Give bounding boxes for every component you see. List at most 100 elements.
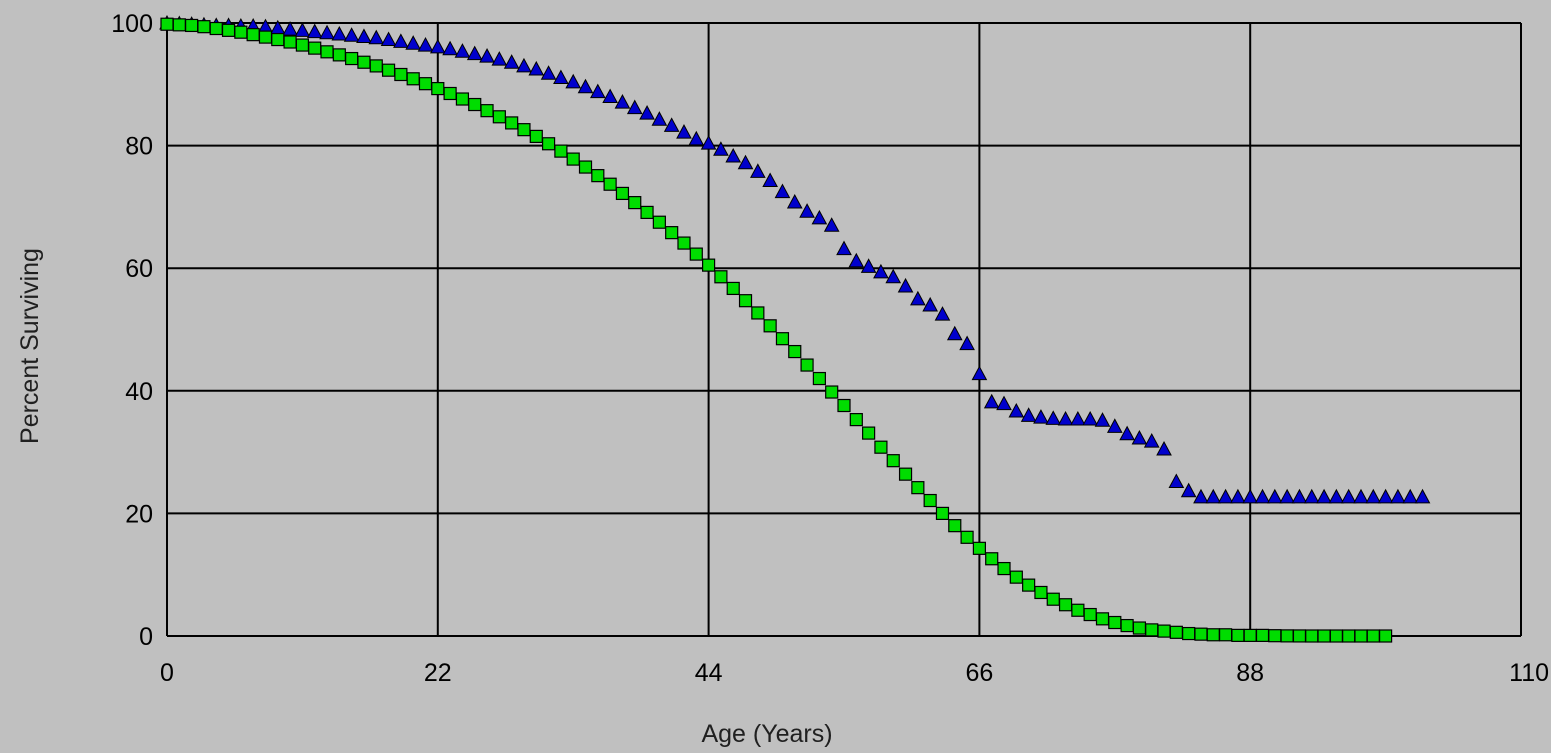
square-point: [357, 55, 371, 69]
square-point: [1243, 628, 1257, 642]
triangle-point: [885, 268, 902, 284]
square-point: [1231, 628, 1245, 642]
square-point: [972, 541, 987, 555]
square-point: [1268, 629, 1282, 643]
square-point: [788, 344, 802, 359]
square-point: [566, 152, 580, 166]
square-point: [381, 63, 396, 77]
y-tick-label: 0: [139, 623, 153, 651]
square-point: [1292, 629, 1307, 643]
square-point: [554, 144, 568, 158]
triangle-point: [1353, 488, 1369, 504]
square-point: [689, 247, 703, 261]
triangle-point: [1279, 488, 1295, 504]
triangle-point: [848, 252, 865, 268]
square-point: [1182, 626, 1196, 641]
square-point: [541, 137, 556, 151]
square-point: [763, 319, 777, 333]
triangle-point: [836, 240, 852, 256]
triangle-point: [676, 124, 692, 139]
square-point: [234, 25, 248, 39]
triangle-point: [700, 135, 717, 150]
triangle-point: [479, 48, 495, 63]
triangle-point: [910, 290, 926, 306]
square-point: [1132, 621, 1147, 635]
square-point: [714, 270, 728, 284]
square-point: [812, 371, 826, 386]
triangle-point: [589, 83, 606, 99]
square-point: [345, 51, 359, 66]
square-point: [160, 17, 174, 31]
triangle-point: [1082, 410, 1099, 426]
triangle-point: [1266, 488, 1283, 504]
square-point: [1354, 629, 1368, 643]
square-point: [185, 18, 199, 33]
triangle-point: [602, 88, 618, 104]
x-tick-label: 0: [160, 659, 174, 687]
triangle-point: [1143, 433, 1160, 448]
triangle-point: [737, 154, 754, 170]
triangle-point: [368, 29, 385, 45]
square-point: [726, 281, 740, 296]
x-tick-label: 110: [1509, 659, 1549, 687]
square-point: [308, 41, 322, 55]
square-point: [1046, 592, 1060, 606]
square-point: [271, 32, 285, 47]
triangle-point: [651, 111, 668, 126]
square-point: [935, 506, 950, 520]
y-tick-label: 40: [125, 378, 153, 406]
square-point: [849, 413, 863, 427]
triangle-point: [577, 78, 594, 94]
y-tick-label: 80: [125, 133, 153, 161]
square-point: [825, 385, 839, 399]
triangle-point: [749, 163, 766, 178]
tick-labels: 0 22 44 66 88 110 0 20 40 60 80 100: [111, 10, 1549, 687]
triangle-point: [1057, 410, 1074, 426]
triangle-point: [405, 35, 422, 50]
triangle-point: [934, 306, 951, 321]
square-point: [923, 493, 937, 508]
square-point: [628, 196, 642, 210]
triangle-point: [1131, 429, 1148, 445]
square-point: [985, 552, 999, 566]
triangle-point: [1119, 425, 1135, 441]
triangle-point: [565, 73, 582, 89]
triangle-point: [503, 54, 520, 69]
square-point: [283, 35, 297, 49]
square-point: [480, 104, 494, 118]
triangle-point: [1217, 488, 1234, 504]
triangle-point: [1414, 488, 1431, 504]
square-point: [1342, 629, 1356, 643]
square-point: [874, 440, 888, 454]
triangle-point: [946, 325, 963, 341]
square-point: [1194, 627, 1208, 641]
square-point: [911, 481, 925, 495]
square-point: [197, 20, 211, 34]
triangle-point: [1033, 409, 1049, 424]
triangle-point: [1365, 488, 1382, 504]
triangle-point: [1020, 407, 1037, 422]
square-point: [295, 38, 309, 52]
square-point: [221, 23, 236, 37]
triangle-point: [1402, 488, 1419, 504]
square-point: [1305, 629, 1319, 643]
triangle-point: [491, 51, 508, 66]
triangle-point: [1045, 410, 1062, 425]
triangle-point: [639, 105, 655, 120]
square-point: [505, 116, 519, 130]
triangle-point: [516, 57, 532, 73]
x-tick-label: 66: [965, 659, 993, 687]
triangle-point: [1303, 488, 1320, 504]
square-point: [701, 258, 716, 272]
triangle-point: [466, 45, 483, 61]
square-point: [492, 110, 506, 124]
square-point: [948, 519, 962, 533]
square-point: [652, 215, 666, 229]
triangle-point: [897, 277, 914, 293]
triangle-point: [713, 141, 729, 156]
square-point: [738, 294, 753, 308]
triangle-point: [725, 147, 742, 163]
triangle-point: [663, 117, 680, 132]
triangle-point: [393, 33, 409, 48]
series-markers: [159, 14, 1431, 643]
